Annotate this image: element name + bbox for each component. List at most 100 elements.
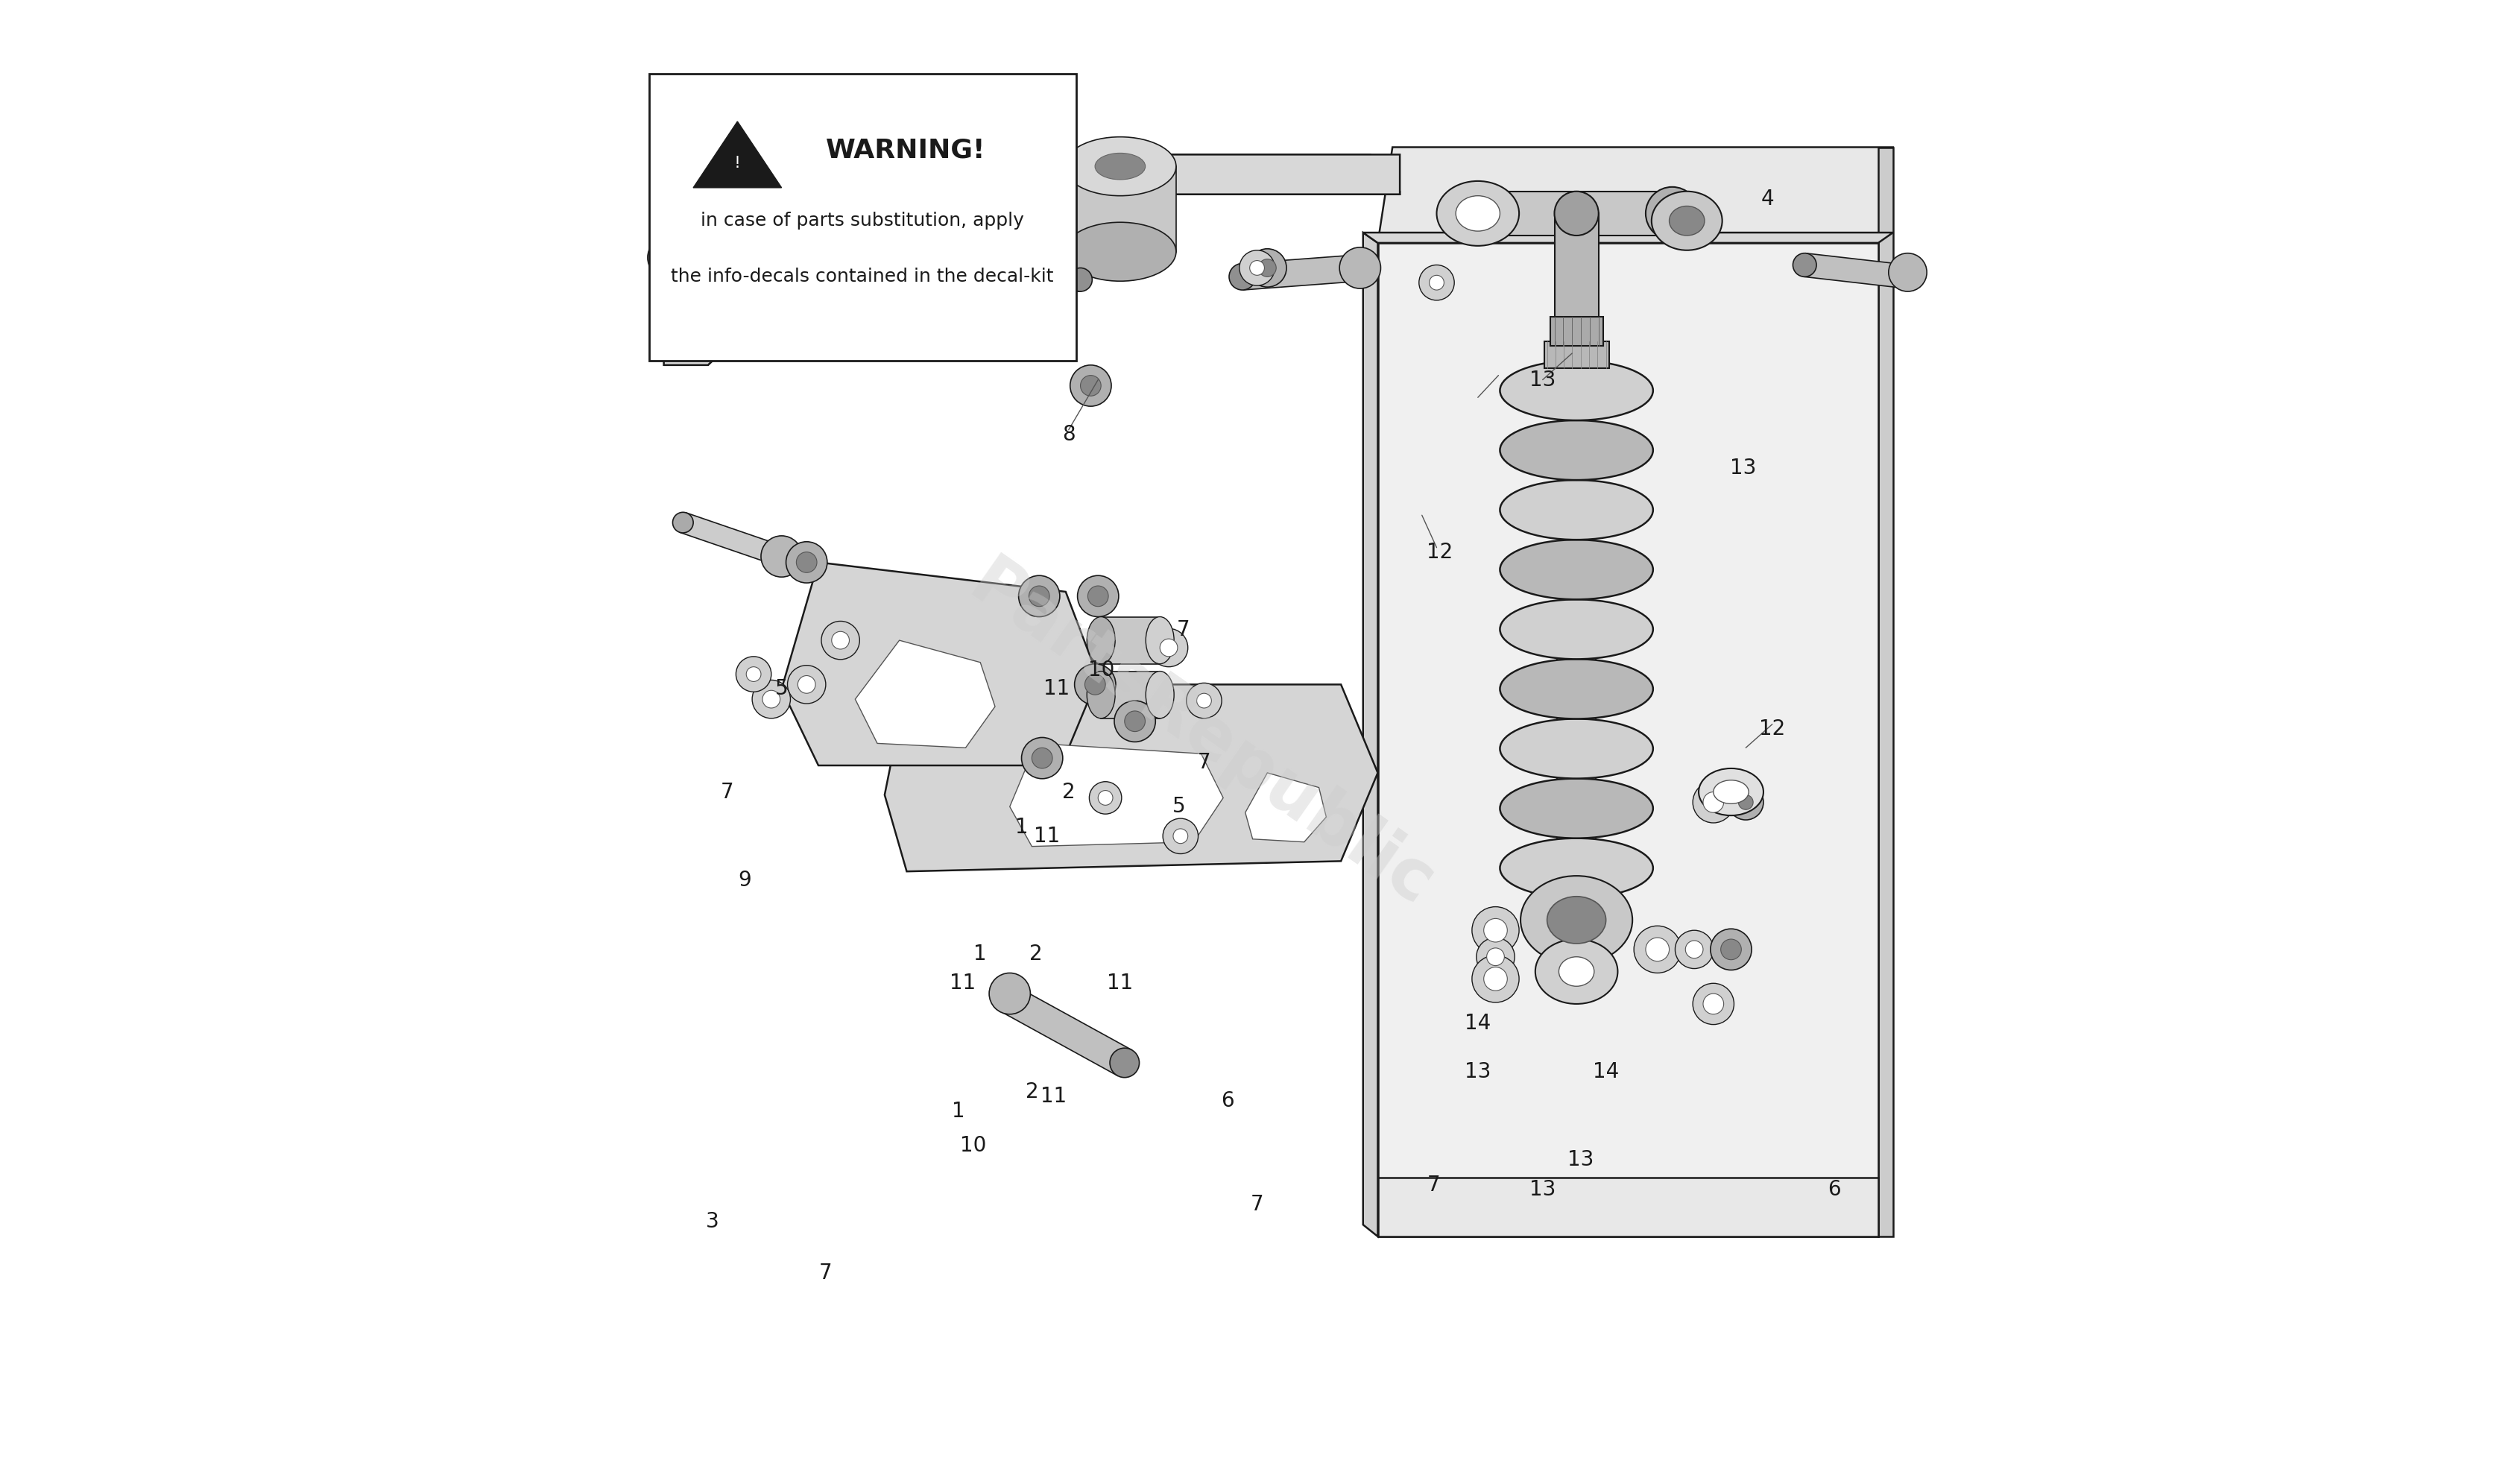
Text: 2: 2 [1031,944,1043,964]
Polygon shape [668,244,786,271]
Polygon shape [885,684,1378,871]
Text: PartsRepublic: PartsRepublic [955,551,1446,921]
Circle shape [1721,939,1741,960]
Circle shape [1429,275,1444,290]
Polygon shape [1557,618,1595,898]
Circle shape [1079,576,1119,617]
Ellipse shape [1714,780,1749,804]
Ellipse shape [1499,659,1653,718]
Circle shape [1149,629,1187,667]
Polygon shape [1378,147,1893,243]
Circle shape [1247,249,1288,287]
Ellipse shape [1560,957,1595,986]
Ellipse shape [1063,137,1177,196]
Circle shape [1487,948,1504,966]
Text: 7: 7 [1197,752,1210,773]
Circle shape [1633,926,1681,973]
Polygon shape [1804,253,1910,289]
Ellipse shape [1547,896,1605,944]
Circle shape [799,676,816,693]
Circle shape [1887,253,1928,291]
Ellipse shape [1086,617,1116,664]
Circle shape [1472,907,1520,954]
Circle shape [1704,792,1724,813]
Circle shape [1484,919,1507,942]
Circle shape [736,657,771,692]
Ellipse shape [1499,779,1653,838]
Text: 4: 4 [1761,188,1774,209]
Text: 11: 11 [950,973,975,994]
Polygon shape [1011,743,1222,846]
Polygon shape [680,512,784,567]
Circle shape [1071,365,1111,406]
Text: 12: 12 [1759,718,1784,739]
Ellipse shape [1651,191,1721,250]
Ellipse shape [1109,1048,1139,1078]
Ellipse shape [774,244,799,271]
Circle shape [1686,941,1704,958]
Circle shape [746,667,761,682]
Ellipse shape [1346,255,1373,281]
Text: 13: 13 [1530,1179,1555,1200]
Circle shape [1124,711,1144,732]
Polygon shape [854,640,995,748]
Polygon shape [1000,985,1131,1076]
Circle shape [1197,693,1212,708]
Circle shape [804,177,839,212]
Ellipse shape [1063,222,1177,281]
Ellipse shape [1555,191,1598,236]
Ellipse shape [993,983,1021,1013]
Ellipse shape [1646,187,1698,240]
Circle shape [1021,737,1063,779]
Ellipse shape [771,546,791,567]
Circle shape [1729,785,1764,820]
Circle shape [1739,795,1754,810]
Text: 10: 10 [960,1135,985,1156]
Circle shape [786,542,827,583]
Text: 6: 6 [1222,1091,1235,1111]
Circle shape [1099,790,1114,805]
Polygon shape [781,562,1099,765]
Circle shape [796,552,816,573]
Circle shape [1187,683,1222,718]
Circle shape [1081,375,1101,396]
Circle shape [1250,261,1265,275]
Polygon shape [1363,233,1378,1236]
Circle shape [990,973,1031,1014]
Ellipse shape [1499,540,1653,599]
Text: in case of parts substitution, apply: in case of parts substitution, apply [701,212,1023,230]
Text: 13: 13 [1530,369,1555,390]
Text: 11: 11 [1033,826,1061,846]
Circle shape [761,536,801,577]
Text: 1: 1 [1016,817,1028,838]
Ellipse shape [1895,265,1920,289]
Circle shape [1693,983,1734,1025]
Ellipse shape [1147,617,1174,664]
Text: 13: 13 [1464,1061,1492,1082]
Text: 13: 13 [1729,458,1756,478]
Ellipse shape [975,268,1000,291]
Circle shape [960,308,993,340]
Polygon shape [1877,147,1893,1236]
Text: 11: 11 [1106,973,1134,994]
Text: WARNING!: WARNING! [827,137,985,163]
Ellipse shape [1520,876,1633,964]
Ellipse shape [673,512,693,533]
Text: the info-decals contained in the decal-kit: the info-decals contained in the decal-k… [670,268,1053,286]
Circle shape [1089,782,1121,814]
Ellipse shape [1499,838,1653,898]
Polygon shape [1063,166,1177,252]
Circle shape [1477,938,1515,976]
Text: 7: 7 [819,1263,832,1284]
Text: 7: 7 [1426,1175,1441,1195]
Text: 11: 11 [1043,679,1071,699]
Circle shape [1704,994,1724,1014]
Circle shape [1084,674,1106,695]
Polygon shape [663,155,1399,365]
Text: 7: 7 [1177,620,1189,640]
Text: 9: 9 [738,870,751,891]
Ellipse shape [1792,253,1817,277]
Polygon shape [1363,233,1893,243]
Ellipse shape [1499,421,1653,480]
Ellipse shape [1499,480,1653,540]
